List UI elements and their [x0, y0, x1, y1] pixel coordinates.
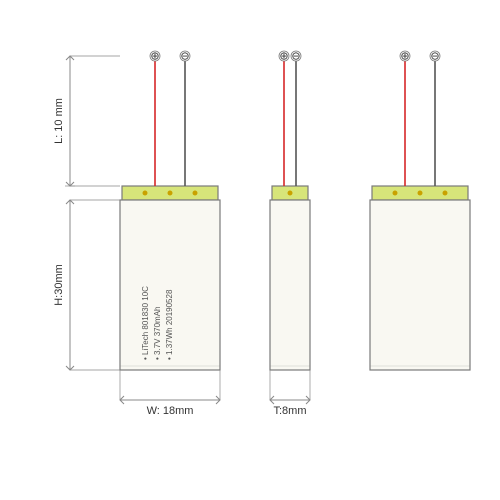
svg-text:H:30mm: H:30mm [53, 264, 65, 306]
svg-text:⊕: ⊕ [150, 51, 159, 63]
svg-text:⊖: ⊖ [291, 51, 300, 63]
svg-text:• 1.37Wh 20190528: • 1.37Wh 20190528 [165, 289, 174, 360]
svg-text:W: 18mm: W: 18mm [147, 405, 194, 417]
svg-text:⊕: ⊕ [400, 51, 409, 63]
svg-text:⊖: ⊖ [430, 51, 439, 63]
svg-text:• 3.7V 370mAh: • 3.7V 370mAh [153, 307, 162, 361]
svg-text:L: 10 mm: L: 10 mm [53, 98, 65, 144]
svg-text:⊕: ⊕ [279, 51, 288, 63]
svg-text:T:8mm: T:8mm [274, 405, 307, 417]
svg-text:• LiTech 801830 10C: • LiTech 801830 10C [141, 286, 150, 360]
svg-text:⊖: ⊖ [180, 51, 189, 63]
